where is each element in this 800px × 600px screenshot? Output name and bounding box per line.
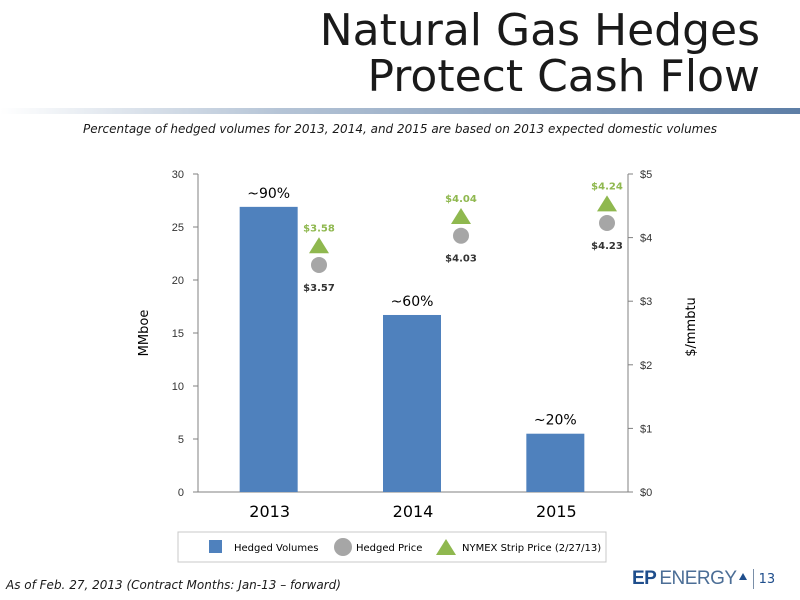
legend-label-nymex: NYMEX Strip Price (2/27/13) [462, 543, 601, 554]
left-tick-label: 25 [172, 222, 184, 234]
bar-percent-label: ~20% [534, 413, 577, 429]
right-tick-label: $5 [640, 169, 652, 181]
slide-subtitle: Percentage of hedged volumes for 2013, 2… [82, 122, 718, 136]
hedged-price-marker [311, 256, 327, 273]
ep-energy-logo: EP ENERGY 13 [632, 568, 775, 590]
nymex-price-marker [597, 195, 617, 212]
hedged-price-marker [453, 227, 469, 244]
legend-swatch-bar [209, 540, 222, 553]
logo-ep-text: EP [632, 568, 657, 589]
x-category-label: 2013 [249, 502, 290, 521]
y2-axis-title: $/mmbtu [684, 297, 699, 357]
right-tick-label: $0 [640, 487, 652, 499]
logo-triangle-icon [738, 572, 747, 580]
legend-box [177, 531, 607, 563]
nymex-price-label: $3.58 [303, 223, 335, 234]
x-category-label: 2014 [393, 502, 434, 521]
right-tick-label: $1 [640, 423, 652, 435]
volume-bar [526, 433, 585, 492]
hedged-price-label: $3.57 [303, 283, 335, 294]
bar-percent-label: ~60% [391, 294, 434, 310]
right-tick-label: $2 [640, 360, 652, 372]
right-tick-label: $4 [640, 233, 652, 245]
nymex-price-marker [451, 208, 471, 225]
left-tick-label: 5 [178, 434, 184, 446]
volume-bar [239, 206, 298, 493]
legend-swatch-triangle [436, 539, 456, 555]
left-tick-label: 10 [172, 381, 184, 393]
title-divider [0, 108, 800, 114]
right-tick-label: $3 [640, 296, 652, 308]
slide-title: Natural Gas Hedges Protect Cash Flow [320, 8, 760, 100]
left-tick-label: 30 [172, 169, 184, 181]
x-category-label: 2015 [536, 502, 577, 521]
y-axis-title: MMboe [137, 310, 152, 357]
hedged-price-label: $4.03 [445, 254, 477, 265]
title-line-1: Natural Gas Hedges [319, 5, 760, 56]
legend-swatch-circle [334, 538, 352, 556]
logo-divider [752, 569, 754, 589]
left-tick-label: 0 [178, 487, 184, 499]
nymex-price-label: $4.04 [445, 194, 477, 205]
legend-label-hedged-price: Hedged Price [356, 543, 422, 554]
title-line-2: Protect Cash Flow [367, 51, 760, 102]
left-tick-label: 15 [172, 328, 184, 340]
left-tick-label: 20 [172, 275, 184, 287]
bar-percent-label: ~90% [247, 186, 290, 202]
hedged-price-marker [599, 214, 615, 231]
nymex-price-label: $4.24 [591, 181, 623, 192]
page-number: 13 [758, 571, 776, 587]
legend-label-hedged-volumes: Hedged Volumes [234, 543, 318, 554]
volume-bar [383, 314, 441, 492]
hedged-price-label: $4.23 [591, 241, 623, 252]
logo-energy-text: ENERGY [659, 568, 737, 589]
footnote: As of Feb. 27, 2013 (Contract Months: Ja… [6, 578, 341, 592]
nymex-price-marker [309, 237, 329, 254]
